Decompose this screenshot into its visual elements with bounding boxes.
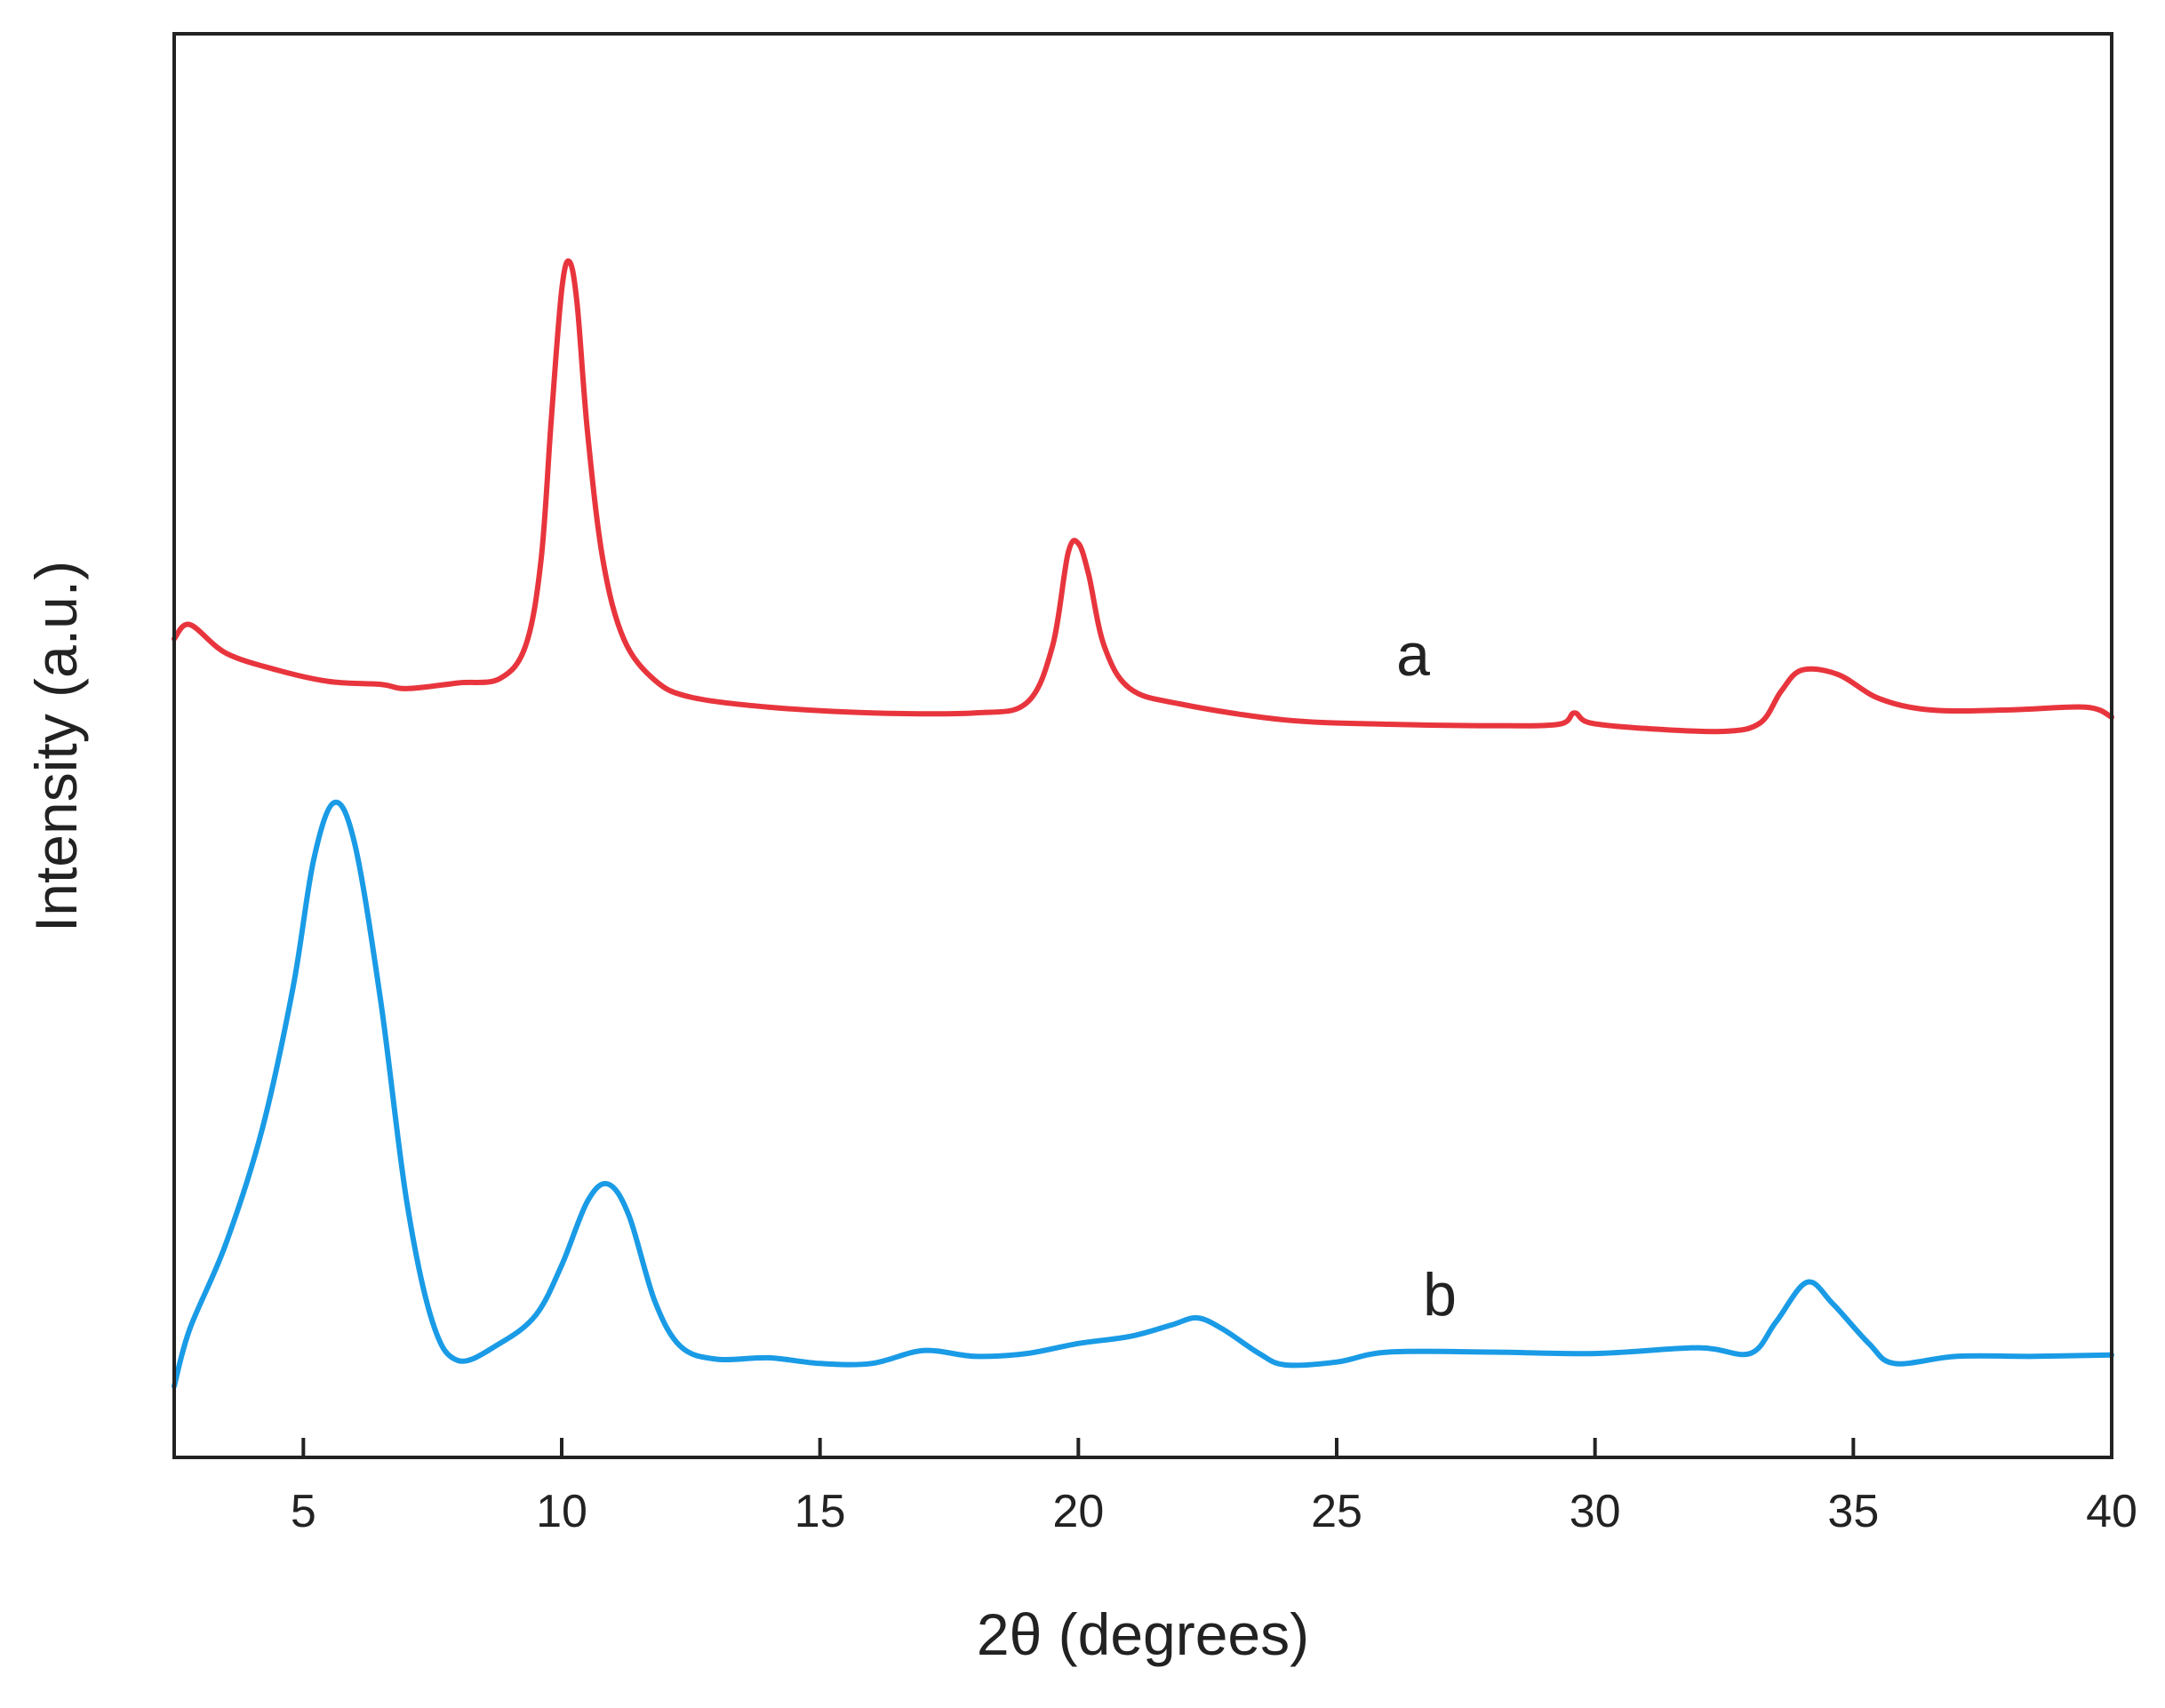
x-axis: 5 10 15 20 25 30 35 40 (291, 1438, 2137, 1537)
x-tick-label: 5 (291, 1486, 316, 1537)
series-label-b: b (1423, 1261, 1457, 1329)
x-tick-label: 15 (795, 1486, 846, 1537)
x-tick-label: 30 (1570, 1486, 1621, 1537)
x-tick-label: 25 (1311, 1486, 1362, 1537)
x-tick-label: 40 (2086, 1486, 2137, 1537)
x-tick-label: 35 (1827, 1486, 1879, 1537)
series-line-b (172, 799, 2114, 1389)
series-line-a (172, 258, 2114, 735)
series-label-layer: ab (1396, 621, 1457, 1329)
x-tick-label: 10 (536, 1486, 587, 1537)
y-axis-title: Intensity (a.u.) (23, 561, 89, 932)
x-tick-label: 20 (1052, 1486, 1104, 1537)
plot-frame (172, 32, 2113, 1459)
series-layer (172, 258, 2114, 1389)
series-label-a: a (1396, 621, 1430, 689)
x-axis-title: 2θ (degrees) (977, 1601, 1309, 1667)
